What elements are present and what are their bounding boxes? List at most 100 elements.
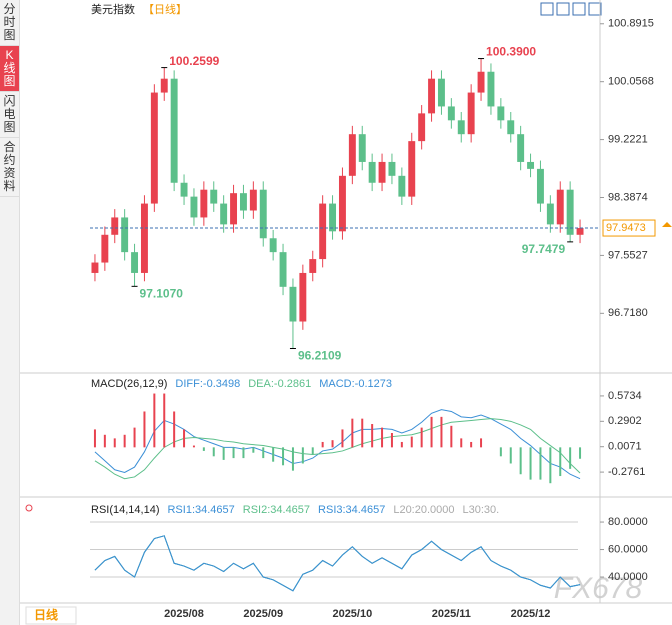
candle-body bbox=[566, 189, 574, 235]
y-tick-label: 98.3874 bbox=[608, 191, 648, 203]
candle-body bbox=[398, 175, 406, 197]
sidebar-tab[interactable]: 合约资料 bbox=[0, 138, 19, 197]
x-tick-label: 2025/10 bbox=[332, 608, 372, 620]
candle-body bbox=[210, 189, 218, 204]
y-tick-label: 60.0000 bbox=[608, 543, 648, 555]
y-tick-label: 0.2902 bbox=[608, 415, 642, 427]
candle-body bbox=[338, 175, 346, 232]
macd-line bbox=[94, 418, 581, 480]
candle-body bbox=[180, 182, 188, 197]
legend-item: DEA:-0.2861 bbox=[248, 378, 311, 390]
x-tick-label: 2025/11 bbox=[432, 608, 471, 620]
candle-body bbox=[428, 78, 436, 114]
low-label: 97.1070 bbox=[140, 287, 184, 301]
candle-body bbox=[319, 203, 327, 260]
tool-icon[interactable] bbox=[556, 2, 570, 16]
candle-body bbox=[507, 120, 515, 135]
footer-tab[interactable] bbox=[25, 606, 77, 625]
candle-body bbox=[190, 196, 198, 218]
legend-item: RSI2:34.4657 bbox=[243, 504, 310, 516]
legend-item: RSI1:34.4657 bbox=[167, 504, 234, 516]
candle-body bbox=[289, 286, 297, 322]
candle-body bbox=[358, 134, 366, 162]
candle-body bbox=[150, 92, 158, 204]
candle-body bbox=[91, 262, 99, 273]
legend-item: RSI3:34.4657 bbox=[318, 504, 385, 516]
high-label: 100.3900 bbox=[486, 45, 536, 59]
legend-item: DIFF:-0.3498 bbox=[175, 378, 240, 390]
candle-body bbox=[348, 134, 356, 176]
candle-body bbox=[309, 259, 317, 273]
candle-body bbox=[487, 71, 495, 107]
panel-title: RSI(14,14,14) bbox=[91, 504, 159, 516]
candle-body bbox=[418, 113, 426, 142]
legend-item: L20:20.0000 bbox=[393, 504, 454, 516]
settings-icon[interactable] bbox=[25, 504, 33, 512]
toolbar bbox=[540, 2, 602, 16]
candle-body bbox=[140, 203, 148, 273]
candle-body bbox=[467, 92, 475, 135]
last-price-box bbox=[602, 219, 656, 237]
y-tick-label: 96.7180 bbox=[608, 307, 648, 319]
candle-body bbox=[200, 189, 208, 218]
y-tick-label: 80.0000 bbox=[608, 516, 648, 528]
candle-body bbox=[160, 78, 168, 93]
candle-body bbox=[408, 141, 416, 197]
candle-body bbox=[279, 252, 287, 287]
tool-icon[interactable] bbox=[540, 2, 554, 16]
candle-body bbox=[517, 134, 525, 162]
y-tick-label: 0.5734 bbox=[608, 390, 642, 402]
rsi-line bbox=[94, 535, 581, 592]
low-label: 96.2109 bbox=[298, 349, 342, 363]
candle-body bbox=[497, 106, 505, 121]
legend-item: L30:30. bbox=[463, 504, 500, 516]
candle-body bbox=[269, 238, 277, 253]
last-price-label: 97.9473 bbox=[606, 222, 646, 234]
period-label: 【日线】 bbox=[143, 2, 187, 16]
high-label: 100.2599 bbox=[169, 54, 219, 68]
y-tick-label: 100.8915 bbox=[608, 18, 654, 30]
y-tick-label: 0.0071 bbox=[608, 441, 642, 453]
candle-body bbox=[329, 203, 337, 232]
y-tick-label: 40.0000 bbox=[608, 571, 648, 583]
candle-body bbox=[576, 228, 584, 235]
candle-body bbox=[556, 189, 564, 225]
panel-title: MACD(26,12,9) bbox=[91, 378, 167, 390]
sidebar-tab[interactable]: 闪电图 bbox=[0, 92, 19, 138]
last-price-arrow bbox=[662, 222, 672, 228]
x-tick-label: 2025/08 bbox=[164, 608, 204, 620]
candle-body bbox=[477, 71, 485, 93]
low-label: 97.7479 bbox=[522, 242, 566, 256]
tool-icon[interactable] bbox=[588, 2, 602, 16]
candle-body bbox=[101, 234, 109, 263]
candle-body bbox=[121, 217, 129, 253]
candle-body bbox=[378, 161, 386, 183]
candle-body bbox=[536, 168, 544, 204]
candle-body bbox=[527, 161, 535, 169]
y-tick-label: -0.2761 bbox=[608, 466, 645, 478]
candle-body bbox=[111, 217, 119, 235]
candle-body bbox=[249, 189, 257, 211]
legend-item: MACD:-0.1273 bbox=[319, 378, 392, 390]
candle-body bbox=[368, 161, 376, 183]
y-tick-label: 99.2221 bbox=[608, 134, 648, 146]
sidebar-tab[interactable]: 分时图 bbox=[0, 0, 19, 46]
macd-line bbox=[94, 409, 581, 480]
candle-body bbox=[447, 106, 455, 121]
candle-body bbox=[457, 120, 465, 135]
tool-icon[interactable] bbox=[572, 2, 586, 16]
candle-body bbox=[170, 78, 178, 183]
y-tick-label: 100.0568 bbox=[608, 76, 654, 88]
candle-body bbox=[239, 193, 247, 211]
candle-body bbox=[259, 189, 267, 239]
candle-body bbox=[546, 203, 554, 225]
footer-tab-label: 日线 bbox=[34, 607, 58, 622]
candle-body bbox=[437, 78, 445, 107]
candle-body bbox=[131, 252, 139, 273]
candle-body bbox=[388, 161, 396, 176]
x-tick-label: 2025/12 bbox=[511, 608, 551, 620]
